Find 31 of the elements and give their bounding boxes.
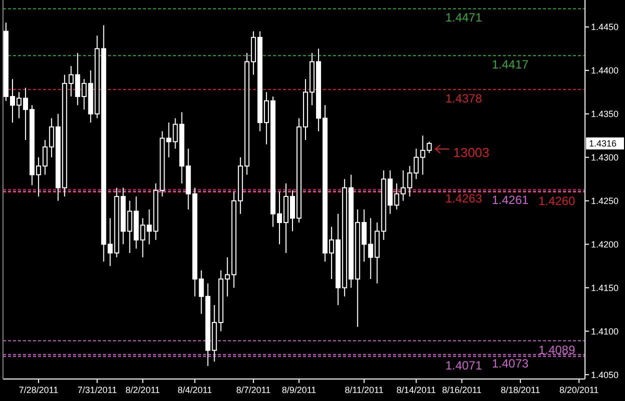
ref-line-label: 1.4378 [445,92,482,106]
x-tick-label: 7/31/2011 [77,385,117,395]
x-tick-label: 8/4/2011 [178,385,212,395]
y-tick-label: 1.4400 [591,66,619,76]
y-tick-label: 1.4450 [591,22,619,32]
x-tick-label: 8/2/2011 [126,385,160,395]
ref-line-label: 1.4071 [445,358,482,372]
ref-line-label: 1.4260 [538,194,576,208]
y-tick-label: 1.4300 [591,152,619,162]
x-tick-label: 8/14/2011 [396,385,436,395]
y-tick-label: 1.4150 [591,282,619,293]
ref-line-label: 1.4263 [445,192,482,206]
text: 1.4316 [589,138,617,149]
x-tick-label: 8/11/2011 [344,385,384,395]
x-tick-label: 8/7/2011 [236,385,271,395]
y-tick-label: 1.4200 [591,239,619,250]
x-tick-label: 8/20/2011 [559,385,599,395]
ref-line-label: 1.4073 [492,356,529,371]
ref-line-label: 1.4471 [445,10,482,25]
x-tick-label: 8/18/2011 [500,385,540,395]
ref-line-label: 1.4089 [538,342,576,357]
ref-line-label: 1.4261 [492,193,529,208]
y-tick-label: 1.4100 [591,326,619,336]
y-tick-label: 1.4250 [591,196,619,206]
annotation: 13003 [453,144,490,160]
x-tick-label: 7/28/2011 [18,385,58,395]
y-tick-label: 1.4350 [591,109,619,120]
ref-line-label: 1.4417 [492,58,529,72]
y-tick-label: 1.4050 [591,370,619,380]
x-tick-label: 8/9/2011 [282,385,316,395]
x-tick-label: 8/16/2011 [442,385,482,395]
